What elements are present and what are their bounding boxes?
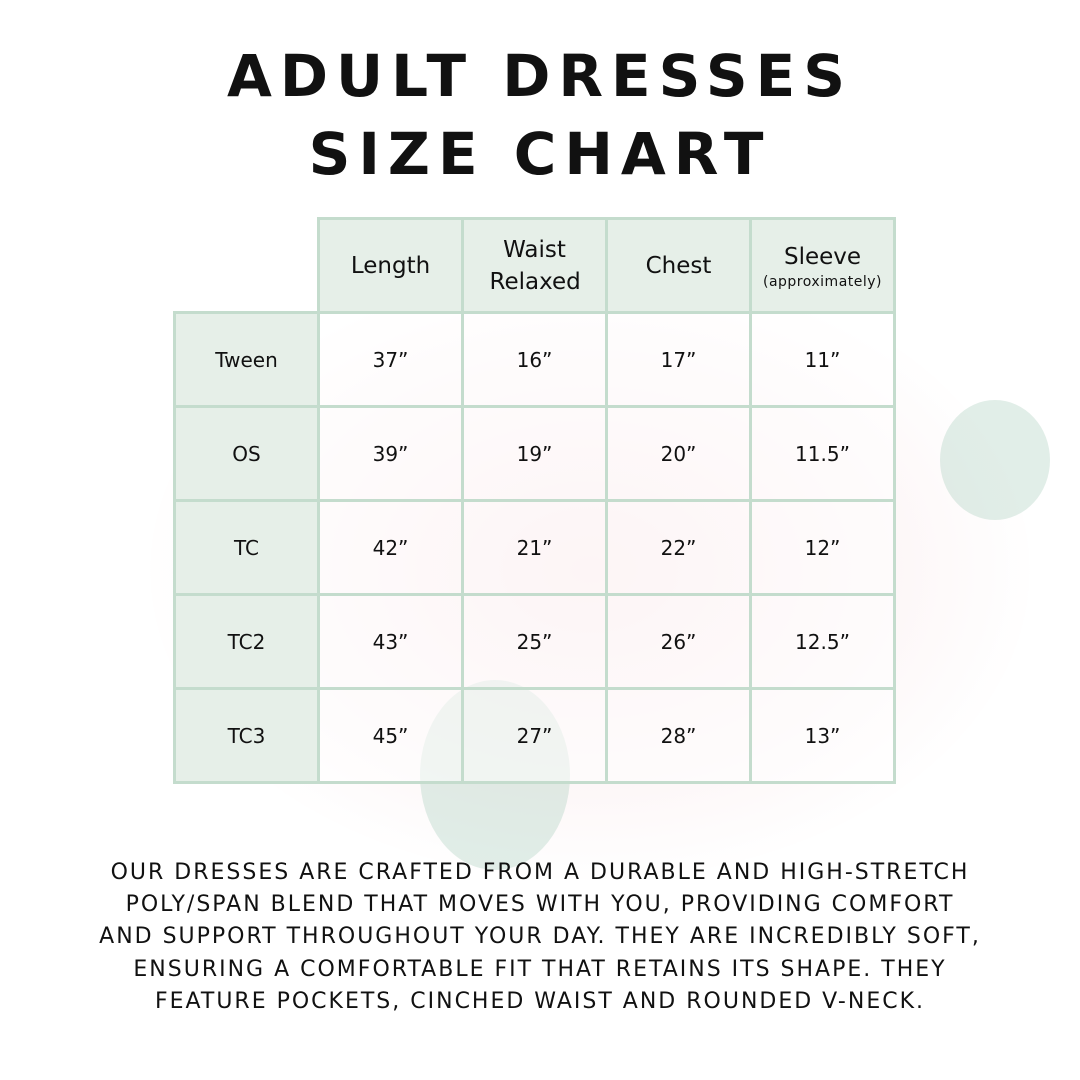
- cell-chest: 17”: [605, 311, 752, 408]
- size-chart-table: Length Waist Relaxed Chest Sleeve (appro…: [173, 217, 896, 784]
- table-row: TC3 45” 27” 28” 13”: [173, 687, 896, 784]
- cell-sleeve: 11.5”: [749, 405, 896, 502]
- page-title: ADULT DRESSES: [227, 42, 853, 110]
- size-label: TC: [173, 499, 320, 596]
- cell-chest: 20”: [605, 405, 752, 502]
- description-line: feature pockets, cinched waist and round…: [154, 988, 926, 1014]
- cell-length: 37”: [317, 311, 464, 408]
- cell-waist: 21”: [461, 499, 608, 596]
- header-row: Length Waist Relaxed Chest Sleeve (appro…: [175, 217, 896, 314]
- table-row: OS 39” 19” 20” 11.5”: [173, 405, 896, 502]
- size-label: TC3: [173, 687, 320, 784]
- column-header-sleeve-label: Sleeve: [783, 243, 862, 270]
- page-subtitle: SIZE CHART: [308, 120, 772, 188]
- description-line: Our dresses are crafted from a durable a…: [110, 860, 970, 885]
- column-header-waist-label: Waist Relaxed: [489, 236, 581, 295]
- size-label: OS: [173, 405, 320, 502]
- column-note: (approximately): [762, 273, 883, 290]
- cell-sleeve: 11”: [749, 311, 896, 408]
- cell-waist: 16”: [461, 311, 608, 408]
- cell-sleeve: 12”: [749, 499, 896, 596]
- cell-length: 42”: [317, 499, 464, 596]
- cell-sleeve: 13”: [749, 687, 896, 784]
- cell-length: 45”: [317, 687, 464, 784]
- cell-sleeve: 12.5”: [749, 593, 896, 690]
- description-line: and support throughout your day. They ar…: [99, 924, 981, 950]
- product-description: Our dresses are crafted from a durable a…: [0, 857, 1080, 1018]
- cactus-illustration: [940, 400, 1050, 520]
- cell-chest: 26”: [605, 593, 752, 690]
- cell-waist: 27”: [461, 687, 608, 784]
- table-row: TC 42” 21” 22” 12”: [173, 499, 896, 596]
- cell-length: 39”: [317, 405, 464, 502]
- table-row: TC2 43” 25” 26” 12.5”: [173, 593, 896, 690]
- column-header-waist: Waist Relaxed: [461, 217, 608, 314]
- column-header-length: Length: [317, 217, 464, 314]
- column-header-chest: Chest: [605, 217, 752, 314]
- corner-cell: [175, 219, 319, 313]
- column-header-sleeve: Sleeve (approximately): [749, 217, 896, 314]
- cell-waist: 19”: [461, 405, 608, 502]
- table-row: Tween 37” 16” 17” 11”: [173, 311, 896, 408]
- cell-waist: 25”: [461, 593, 608, 690]
- cell-length: 43”: [317, 593, 464, 690]
- size-label: Tween: [173, 311, 320, 408]
- description-line: ensuring a comfortable fit that retains …: [133, 956, 947, 982]
- cell-chest: 28”: [605, 687, 752, 784]
- size-label: TC2: [173, 593, 320, 690]
- cell-chest: 22”: [605, 499, 752, 596]
- description-line: poly/span blend that moves with you, pro…: [125, 892, 955, 918]
